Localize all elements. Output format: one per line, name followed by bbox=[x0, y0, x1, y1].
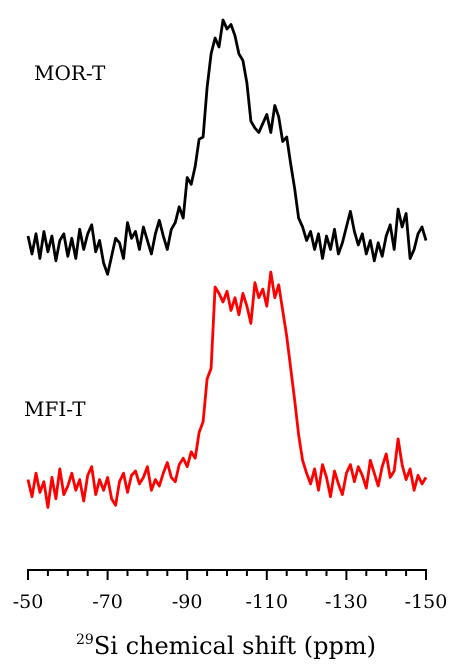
x-tick-label: -110 bbox=[245, 591, 288, 613]
series-layer bbox=[26, 18, 428, 509]
series-line-mfi-t bbox=[26, 270, 428, 509]
series-label-mor-t: MOR-T bbox=[34, 61, 106, 85]
x-axis-label-text: Si chemical shift (ppm) bbox=[94, 632, 376, 660]
x-tick-label: -70 bbox=[92, 591, 123, 613]
series-label-mfi-t: MFI-T bbox=[24, 397, 86, 421]
x-tick-label: -90 bbox=[172, 591, 203, 613]
x-tick-label: -50 bbox=[13, 591, 44, 613]
x-axis: -50 -70 -90 -110 -130 -150 bbox=[13, 569, 448, 613]
x-axis-label: 29Si chemical shift (ppm) bbox=[76, 632, 376, 660]
x-tick-label: -130 bbox=[325, 591, 368, 613]
series-line-mor-t bbox=[26, 18, 428, 276]
x-axis-label-superscript: 29 bbox=[76, 632, 94, 648]
x-tick-label: -150 bbox=[405, 591, 448, 613]
